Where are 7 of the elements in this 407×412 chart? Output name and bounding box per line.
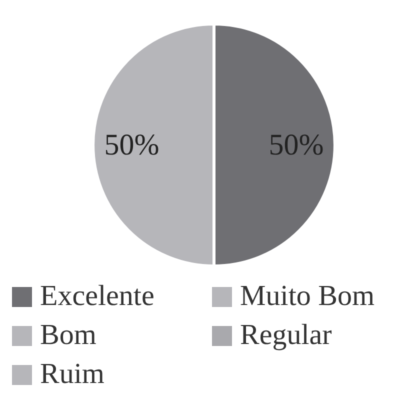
legend-label: Regular xyxy=(240,319,332,352)
data-label: 50% xyxy=(104,128,160,162)
legend-label: Muito Bom xyxy=(240,280,375,313)
legend-label: Bom xyxy=(40,319,96,352)
data-label: 50% xyxy=(268,128,324,162)
legend-label: Excelente xyxy=(40,280,154,313)
legend-label: Ruim xyxy=(40,358,104,391)
